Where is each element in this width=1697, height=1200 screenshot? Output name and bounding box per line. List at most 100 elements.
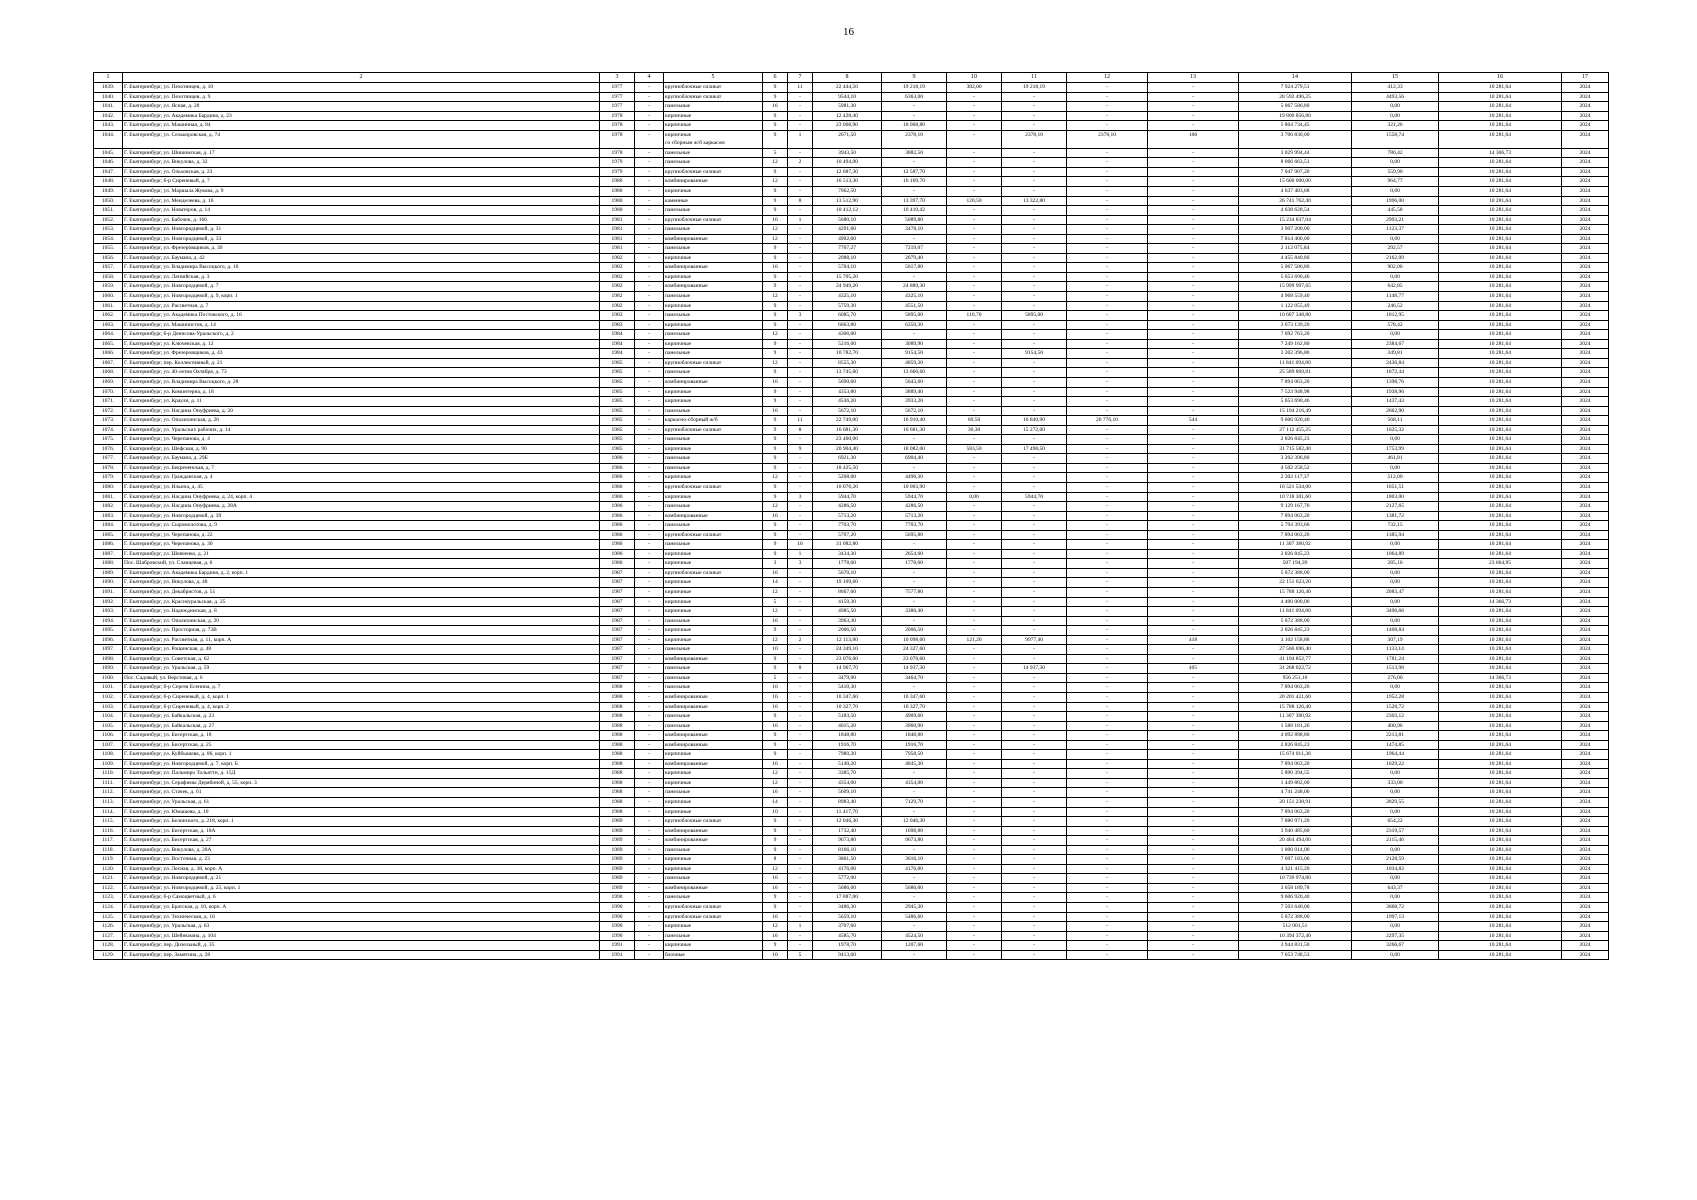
cell-col-8: 4306,00 [812,329,882,340]
column-header-2: 2 [122,72,600,83]
cell-col-17: 2024 [1561,396,1609,407]
cell-col-14: 15 999 997,65 [1238,281,1352,293]
cell-col-16: 10 281,64 [1438,271,1562,283]
cell-col-8: 10 494,00 [812,157,882,168]
table-row: 1071. Г. Екатеринбург, ул. Краулн, д. 11 1… [93,396,1609,407]
cell-col-7: - [787,176,813,187]
cell-col-8: 13 745,60 [812,367,882,378]
cell-col-11: - [1001,577,1067,588]
cell-col-13: - [1147,529,1239,541]
cell-col-7: 1 [787,129,813,149]
cell-col-1: 1117. [93,835,123,846]
cell-col-14: 5 672 388,00 [1238,615,1352,627]
cell-col-4: - [634,835,664,846]
table-row: 1088. Пос. Шабровский, ул. Сланцевая, д. … [93,558,1609,569]
cell-col-8: 4353,80 [812,386,882,398]
table-row: 1067. Г. Екатеринбург, пер. Коллективный,… [93,357,1609,369]
cell-col-6: 9 [762,825,788,837]
cell-col-9: - [881,596,947,608]
cell-col-2: Г. Екатеринбург, ул. Насдина Онуфриева, … [122,405,600,417]
cell-col-11: - [1001,739,1067,751]
cell-col-7: - [787,587,813,598]
cell-col-11: - [1001,472,1067,483]
cell-col-14: 22 151 623,20 [1238,577,1352,588]
table-header-row: 1 2 3 4 5 6 7 8 9 10 11 12 13 14 15 16 17 [93,72,1609,83]
cell-col-4: - [634,176,664,187]
cell-col-2: Г. Екатеринбург, ул. Баумана, д. 42 [122,252,600,264]
cell-col-16: 10 281,64 [1438,730,1562,741]
cell-col-17: 2024 [1561,892,1609,904]
cell-col-16: 10 281,64 [1438,101,1562,112]
cell-col-6: 9 [762,539,788,550]
cell-col-11: - [1001,405,1067,417]
cell-col-2: Г. Екатеринбург, ул. Пехотинцев, д. 9 [122,91,600,103]
cell-col-8: 4985,50 [812,606,882,617]
cell-col-12: - [1066,701,1148,713]
cell-col-3: 1988 [599,787,635,798]
cell-col-4: - [634,844,664,856]
cell-col-1: 1058. [93,271,123,283]
cell-col-1: 1105. [93,720,123,732]
cell-col-1: 1083. [93,510,123,522]
cell-col-11: - [1001,882,1067,894]
cell-col-15: 2384,67 [1351,338,1439,350]
cell-col-16: 10 281,64 [1438,233,1562,245]
cell-col-3: 1987 [599,587,635,598]
cell-col-9: 5895,00 [881,310,947,321]
cell-col-10: - [946,558,1002,569]
cell-col-16: 10 281,64 [1438,949,1562,961]
cell-col-10: - [946,147,1002,159]
cell-col-9: - [881,110,947,122]
cell-col-6: 9 [762,424,788,436]
cell-col-1: 1072. [93,405,123,417]
cell-col-1: 1094. [93,615,123,627]
cell-col-16: 10 281,64 [1438,338,1562,350]
cell-col-11: - [1001,854,1067,865]
cell-col-17: 2024 [1561,758,1609,770]
cell-col-16: 10 281,64 [1438,634,1562,646]
cell-col-5: панельные [663,462,763,474]
cell-col-10: - [946,844,1002,856]
cell-col-5: кирпичные [663,319,763,331]
cell-col-13: - [1147,692,1239,703]
cell-col-15: 0,00 [1351,873,1439,884]
cell-col-6: 16 [762,214,788,226]
cell-col-9: 23 076,60 [881,653,947,665]
cell-col-14: 7 894 063,20 [1238,529,1352,541]
cell-col-13: - [1147,606,1239,617]
cell-col-2: Г. Екатеринбург, ул. Академика Постовско… [122,310,600,321]
cell-col-1: 1045. [93,147,123,159]
cell-col-2: Г. Екатеринбург, ул. Шефская, д. 96 [122,443,600,455]
cell-col-17: 2024 [1561,672,1609,684]
cell-col-12: - [1066,644,1148,655]
cell-col-6: 16 [762,692,788,703]
cell-col-10: - [946,644,1002,655]
cell-col-12: - [1066,911,1148,923]
cell-col-2: Г. Екатеринбург, ул. Ключевская, д. 12 [122,338,600,350]
cell-col-1: 1123. [93,892,123,904]
cell-col-13: - [1147,653,1239,665]
cell-col-14: 7 047 907,20 [1238,166,1352,178]
cell-col-3: 1986 [599,548,635,560]
cell-col-8: 5690,60 [812,376,882,388]
cell-col-10: - [946,777,1002,789]
cell-col-14: 10 687 348,80 [1238,310,1352,321]
cell-col-3: 1987 [599,663,635,674]
cell-col-13: - [1147,873,1239,884]
cell-col-3: 1985 [599,443,635,455]
cell-col-17: 2024 [1561,224,1609,235]
cell-col-4: - [634,396,664,407]
cell-col-8: 18 425,50 [812,462,882,474]
cell-col-12: - [1066,110,1148,122]
cell-col-15: 0,00 [1351,567,1439,579]
cell-col-15: 654,22 [1351,816,1439,827]
cell-col-9: 12 046,30 [881,816,947,827]
cell-col-12: - [1066,539,1148,550]
cell-col-7: - [787,348,813,359]
cell-col-12: - [1066,548,1148,560]
cell-col-7: - [787,510,813,522]
cell-col-6: 16 [762,615,788,627]
cell-col-6: 16 [762,376,788,388]
cell-col-15: 1133,14 [1351,644,1439,655]
cell-col-7: 8 [787,663,813,674]
